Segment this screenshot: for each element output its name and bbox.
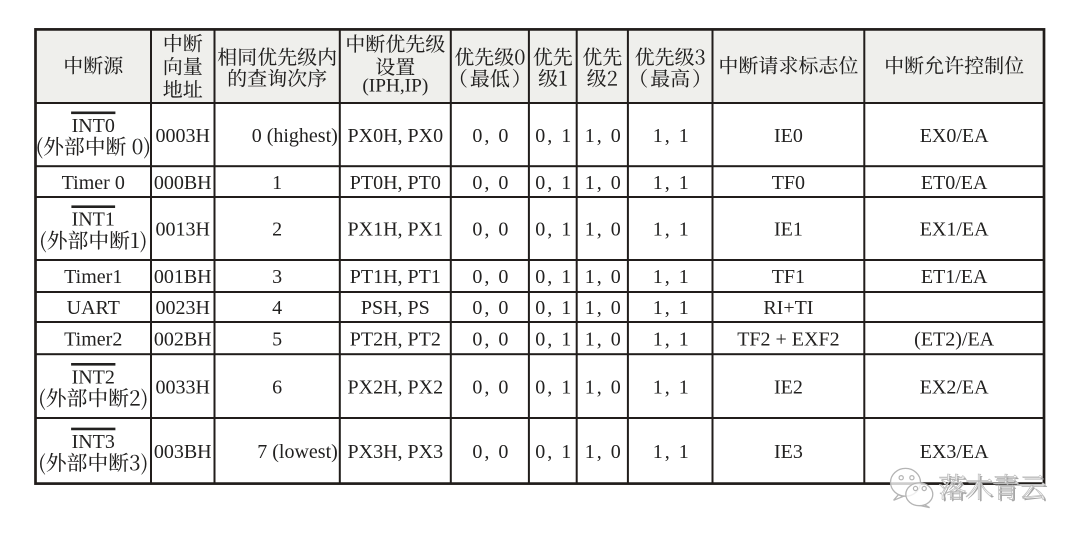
svg-text:0, 1: 0, 1 bbox=[535, 328, 573, 350]
svg-text:IE2: IE2 bbox=[774, 376, 803, 398]
svg-text:003BH: 003BH bbox=[154, 441, 212, 463]
svg-text:0, 1: 0, 1 bbox=[535, 125, 573, 147]
svg-text:002BH: 002BH bbox=[154, 328, 212, 350]
svg-text:6: 6 bbox=[272, 376, 282, 398]
svg-text:1: 1 bbox=[272, 172, 282, 194]
svg-text:1, 1: 1, 1 bbox=[653, 266, 691, 288]
svg-text:RI+TI: RI+TI bbox=[763, 297, 813, 319]
svg-text:0, 0: 0, 0 bbox=[472, 376, 510, 398]
svg-text:7 (lowest): 7 (lowest) bbox=[257, 441, 338, 463]
svg-text:1, 0: 1, 0 bbox=[585, 297, 623, 319]
svg-text:1, 1: 1, 1 bbox=[653, 328, 691, 350]
svg-text:0, 0: 0, 0 bbox=[472, 266, 510, 288]
svg-text:Timer 0: Timer 0 bbox=[62, 172, 125, 194]
svg-text:INT1: INT1 bbox=[72, 209, 115, 231]
svg-text:EX1/EA: EX1/EA bbox=[920, 219, 989, 241]
svg-text:0033H: 0033H bbox=[156, 376, 210, 398]
svg-text:PX1H, PX1: PX1H, PX1 bbox=[348, 219, 444, 241]
svg-text:PX0H, PX0: PX0H, PX0 bbox=[348, 125, 444, 147]
svg-text:(IPH,IP): (IPH,IP) bbox=[362, 76, 428, 97]
svg-text:INT3: INT3 bbox=[72, 431, 115, 453]
svg-text:EX0/EA: EX0/EA bbox=[920, 125, 989, 147]
svg-text:PX3H, PX3: PX3H, PX3 bbox=[348, 441, 444, 463]
svg-text:TF2 + EXF2: TF2 + EXF2 bbox=[737, 328, 839, 350]
svg-text:4: 4 bbox=[272, 297, 282, 319]
svg-text:5: 5 bbox=[272, 328, 282, 350]
svg-text:1, 0: 1, 0 bbox=[585, 219, 623, 241]
svg-text:PSH, PS: PSH, PS bbox=[361, 297, 430, 319]
svg-text:1, 1: 1, 1 bbox=[653, 441, 691, 463]
svg-text:3: 3 bbox=[272, 266, 282, 288]
svg-text:UART: UART bbox=[67, 297, 120, 319]
svg-text:0, 0: 0, 0 bbox=[472, 441, 510, 463]
svg-text:1, 1: 1, 1 bbox=[653, 297, 691, 319]
svg-text:1, 0: 1, 0 bbox=[585, 441, 623, 463]
svg-text:0, 1: 0, 1 bbox=[535, 376, 573, 398]
svg-text:000BH: 000BH bbox=[154, 172, 212, 194]
svg-text:IE1: IE1 bbox=[774, 219, 803, 241]
svg-text:0, 0: 0, 0 bbox=[472, 297, 510, 319]
svg-text:1, 0: 1, 0 bbox=[585, 172, 623, 194]
svg-text:0, 1: 0, 1 bbox=[535, 266, 573, 288]
svg-text:1, 1: 1, 1 bbox=[653, 376, 691, 398]
svg-text:1, 1: 1, 1 bbox=[653, 125, 691, 147]
svg-text:Timer2: Timer2 bbox=[64, 328, 122, 350]
svg-text:1, 1: 1, 1 bbox=[653, 219, 691, 241]
svg-text:0, 1: 0, 1 bbox=[535, 172, 573, 194]
svg-text:INT2: INT2 bbox=[72, 366, 115, 388]
svg-text:1, 0: 1, 0 bbox=[585, 376, 623, 398]
svg-text:Timer1: Timer1 bbox=[64, 266, 122, 288]
svg-text:0, 0: 0, 0 bbox=[472, 219, 510, 241]
svg-text:IE0: IE0 bbox=[774, 125, 803, 147]
svg-text:0, 0: 0, 0 bbox=[472, 328, 510, 350]
svg-text:1, 0: 1, 0 bbox=[585, 125, 623, 147]
svg-text:EX3/EA: EX3/EA bbox=[920, 441, 989, 463]
svg-text:INT0: INT0 bbox=[72, 115, 115, 137]
svg-text:(ET2)/EA: (ET2)/EA bbox=[914, 328, 995, 350]
svg-text:0013H: 0013H bbox=[156, 219, 210, 241]
svg-text:PT2H, PT2: PT2H, PT2 bbox=[350, 328, 441, 350]
svg-text:0023H: 0023H bbox=[156, 297, 210, 319]
svg-text:0, 1: 0, 1 bbox=[535, 297, 573, 319]
svg-text:0 (highest): 0 (highest) bbox=[252, 125, 338, 147]
svg-text:1, 0: 1, 0 bbox=[585, 266, 623, 288]
svg-text:EX2/EA: EX2/EA bbox=[920, 376, 989, 398]
svg-text:TF1: TF1 bbox=[772, 266, 805, 288]
svg-text:0003H: 0003H bbox=[156, 125, 210, 147]
svg-text:0, 1: 0, 1 bbox=[535, 219, 573, 241]
svg-text:0, 0: 0, 0 bbox=[472, 125, 510, 147]
svg-text:IE3: IE3 bbox=[774, 441, 803, 463]
svg-text:PX2H, PX2: PX2H, PX2 bbox=[348, 376, 444, 398]
svg-text:PT0H, PT0: PT0H, PT0 bbox=[350, 172, 441, 194]
svg-text:0, 0: 0, 0 bbox=[472, 172, 510, 194]
svg-text:0, 1: 0, 1 bbox=[535, 441, 573, 463]
svg-text:1, 0: 1, 0 bbox=[585, 328, 623, 350]
svg-text:ET1/EA: ET1/EA bbox=[921, 266, 988, 288]
svg-text:ET0/EA: ET0/EA bbox=[921, 172, 988, 194]
svg-text:2: 2 bbox=[272, 219, 282, 241]
svg-text:TF0: TF0 bbox=[772, 172, 805, 194]
svg-text:PT1H, PT1: PT1H, PT1 bbox=[350, 266, 441, 288]
svg-text:1, 1: 1, 1 bbox=[653, 172, 691, 194]
svg-text:001BH: 001BH bbox=[154, 266, 212, 288]
